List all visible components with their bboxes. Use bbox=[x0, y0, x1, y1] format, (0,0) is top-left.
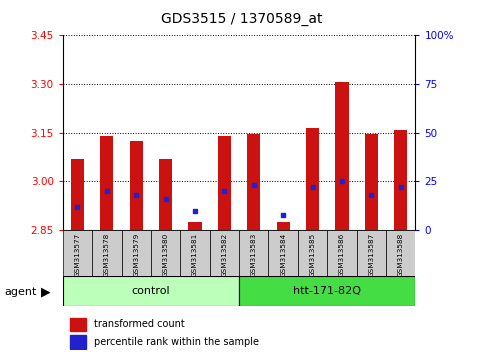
Bar bbox=[63, 276, 239, 306]
Bar bbox=[188, 222, 201, 230]
Bar bbox=[210, 230, 239, 276]
Text: GSM313586: GSM313586 bbox=[339, 233, 345, 277]
Text: GSM313582: GSM313582 bbox=[221, 233, 227, 277]
Bar bbox=[92, 230, 122, 276]
Point bbox=[397, 184, 405, 190]
Text: GSM313585: GSM313585 bbox=[310, 233, 315, 277]
Text: GSM313580: GSM313580 bbox=[163, 233, 169, 277]
Text: ▶: ▶ bbox=[41, 286, 51, 298]
Point bbox=[191, 208, 199, 213]
Bar bbox=[122, 230, 151, 276]
Bar bbox=[239, 276, 415, 306]
Point bbox=[250, 183, 257, 188]
Text: GSM313587: GSM313587 bbox=[369, 233, 374, 277]
Point bbox=[132, 192, 140, 198]
Text: GSM313579: GSM313579 bbox=[133, 233, 139, 277]
Text: GSM313584: GSM313584 bbox=[280, 233, 286, 277]
Text: GSM313577: GSM313577 bbox=[74, 233, 81, 277]
Bar bbox=[218, 136, 231, 230]
Bar bbox=[277, 222, 290, 230]
Bar bbox=[129, 141, 143, 230]
Bar bbox=[386, 230, 415, 276]
Bar bbox=[70, 335, 86, 349]
Text: agent: agent bbox=[5, 287, 37, 297]
Point bbox=[368, 192, 375, 198]
Bar bbox=[298, 230, 327, 276]
Text: GDS3515 / 1370589_at: GDS3515 / 1370589_at bbox=[161, 12, 322, 27]
Point bbox=[162, 196, 170, 202]
Bar bbox=[70, 318, 86, 331]
Point bbox=[279, 212, 287, 217]
Point bbox=[309, 184, 316, 190]
Text: htt-171-82Q: htt-171-82Q bbox=[293, 286, 361, 296]
Bar bbox=[239, 230, 269, 276]
Bar bbox=[356, 230, 386, 276]
Bar bbox=[269, 230, 298, 276]
Point bbox=[338, 179, 346, 184]
Bar bbox=[365, 135, 378, 230]
Bar bbox=[327, 230, 356, 276]
Text: control: control bbox=[132, 286, 170, 296]
Bar bbox=[100, 136, 114, 230]
Bar bbox=[71, 159, 84, 230]
Bar bbox=[247, 135, 260, 230]
Bar bbox=[394, 130, 407, 230]
Text: GSM313581: GSM313581 bbox=[192, 233, 198, 277]
Text: GSM313588: GSM313588 bbox=[398, 233, 404, 277]
Point bbox=[221, 188, 228, 194]
Bar bbox=[151, 230, 180, 276]
Text: GSM313578: GSM313578 bbox=[104, 233, 110, 277]
Point bbox=[103, 188, 111, 194]
Text: GSM313583: GSM313583 bbox=[251, 233, 257, 277]
Point bbox=[73, 204, 81, 210]
Text: transformed count: transformed count bbox=[94, 319, 185, 329]
Bar bbox=[63, 230, 92, 276]
Text: percentile rank within the sample: percentile rank within the sample bbox=[94, 337, 258, 347]
Bar bbox=[159, 159, 172, 230]
Bar bbox=[180, 230, 210, 276]
Bar bbox=[306, 128, 319, 230]
Bar bbox=[335, 82, 349, 230]
